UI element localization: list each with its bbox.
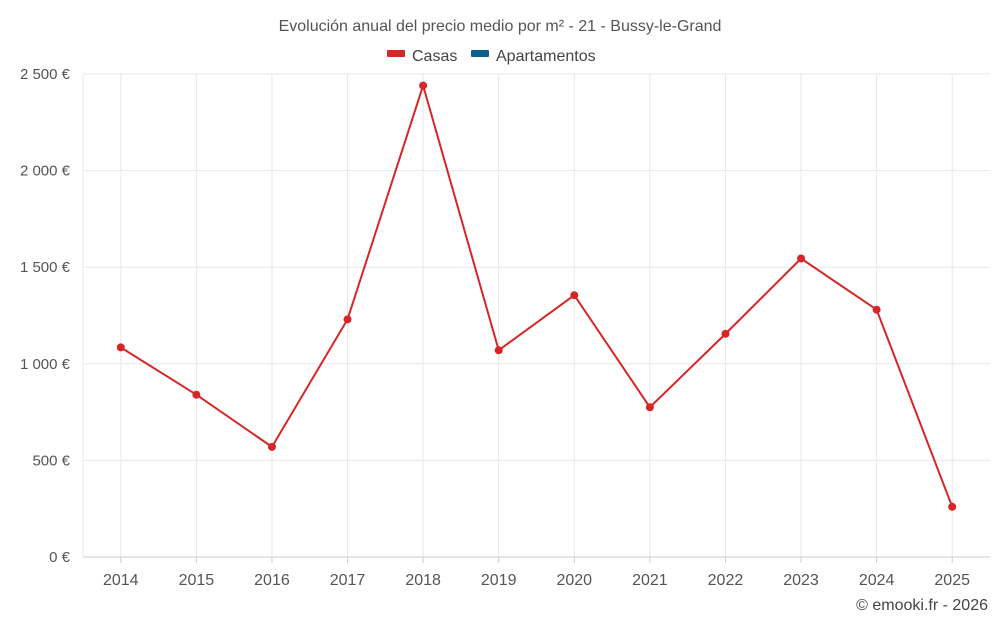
y-tick-label: 0 € [49, 549, 71, 566]
data-point[interactable] [192, 390, 201, 399]
data-point[interactable] [721, 329, 730, 338]
legend: Casas Apartamentos [387, 48, 596, 65]
data-point[interactable] [116, 343, 125, 352]
x-tick-label: 2019 [481, 572, 517, 589]
y-tick-label: 2 500 € [20, 66, 71, 83]
series-line [120, 84, 954, 508]
y-tick-label: 1 000 € [20, 356, 71, 373]
data-point[interactable] [797, 254, 806, 263]
data-point[interactable] [494, 346, 503, 355]
legend-label-apartamentos: Apartamentos [496, 48, 596, 65]
grid [82, 73, 990, 558]
x-tick-label: 2021 [632, 572, 668, 589]
data-point[interactable] [419, 81, 428, 90]
chart-title: Evolución anual del precio medio por m² … [279, 18, 722, 35]
x-tick-label: 2016 [254, 572, 290, 589]
data-point[interactable] [267, 442, 276, 451]
legend-item-casas[interactable]: Casas [387, 48, 457, 65]
x-tick-label: 2018 [405, 572, 441, 589]
x-tick-label: 2020 [556, 572, 592, 589]
y-tick-label: 2 000 € [20, 163, 71, 180]
x-tick-label: 2014 [103, 572, 139, 589]
x-tick-label: 2025 [934, 572, 970, 589]
y-axis-ticks: 0 € 500 € 1 000 € 1 500 € 2 000 € 2 500 € [20, 66, 71, 566]
x-axis-ticks: 2014 2015 2016 2017 2018 2019 2020 2021 2022 2023… [103, 557, 970, 589]
data-point[interactable] [645, 403, 654, 412]
data-point[interactable] [872, 305, 881, 314]
y-tick-label: 1 500 € [20, 259, 71, 276]
x-tick-label: 2017 [330, 572, 366, 589]
legend-item-apartamentos[interactable]: Apartamentos [471, 48, 596, 65]
legend-swatch-casas [387, 50, 405, 57]
legend-swatch-apartamentos [471, 50, 489, 57]
data-point[interactable] [343, 315, 352, 324]
data-point[interactable] [948, 502, 957, 511]
legend-label-casas: Casas [412, 48, 457, 65]
x-tick-label: 2023 [783, 572, 819, 589]
x-tick-label: 2024 [859, 572, 895, 589]
credit-text: © emooki.fr - 2026 [856, 597, 988, 614]
series-casas [116, 81, 957, 511]
x-tick-label: 2022 [708, 572, 744, 589]
data-point[interactable] [570, 291, 579, 300]
y-tick-label: 500 € [32, 452, 70, 469]
x-tick-label: 2015 [179, 572, 215, 589]
